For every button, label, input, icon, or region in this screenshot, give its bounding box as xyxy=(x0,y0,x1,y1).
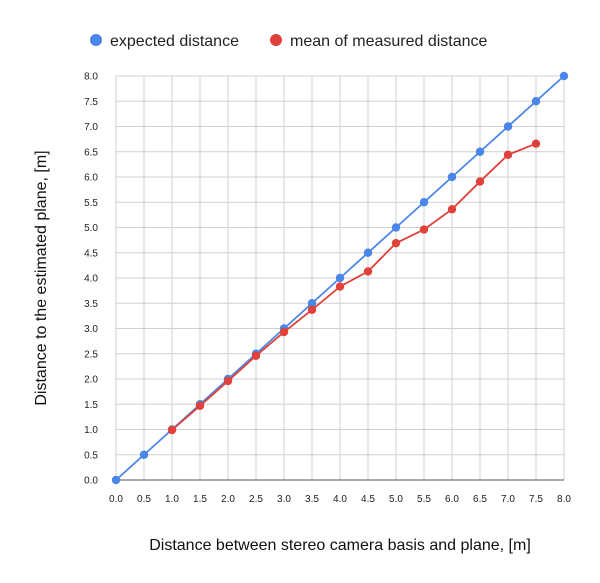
data-point xyxy=(503,150,513,159)
y-tick-label: 8.0 xyxy=(84,72,98,83)
y-tick-label: 2.5 xyxy=(84,349,98,360)
legend-label: expected distance xyxy=(110,33,239,50)
y-tick-label: 0.0 xyxy=(84,476,98,487)
y-tick-label: 7.0 xyxy=(84,122,98,133)
data-point xyxy=(111,475,121,485)
data-point xyxy=(419,198,429,207)
data-point xyxy=(167,425,177,435)
x-tick-label: 5.0 xyxy=(389,494,403,505)
legend-item: mean of measured distance xyxy=(270,33,488,50)
data-point xyxy=(335,273,345,283)
series-layer xyxy=(111,71,569,485)
data-point xyxy=(223,376,233,386)
data-point xyxy=(475,147,485,156)
y-tick-label: 3.5 xyxy=(84,299,98,310)
data-point xyxy=(531,97,541,106)
data-point xyxy=(195,401,205,410)
y-tick-label: 5.5 xyxy=(84,198,98,209)
x-tick-label: 0.5 xyxy=(137,494,151,505)
y-axis-ticks: 0.0 0.5 1.0 1.5 2.0 2.5 3.0 3.5 4.0 4.5 5.0 5.5 6.0 6… xyxy=(84,72,98,487)
data-point xyxy=(419,225,429,234)
x-tick-label: 2.5 xyxy=(249,494,263,505)
data-point xyxy=(139,450,149,459)
data-point xyxy=(307,299,317,308)
x-tick-label: 1.0 xyxy=(165,494,179,505)
y-tick-label: 0.5 xyxy=(84,450,98,461)
legend-marker xyxy=(90,34,102,46)
x-tick-label: 6.5 xyxy=(473,494,487,505)
y-axis-title: Distance to the estimated plane, [m] xyxy=(33,150,50,405)
x-tick-label: 4.5 xyxy=(361,494,375,505)
data-point xyxy=(475,177,485,186)
x-tick-label: 7.0 xyxy=(501,494,515,505)
data-point xyxy=(251,351,261,360)
data-point xyxy=(307,305,317,315)
y-tick-label: 1.0 xyxy=(84,425,98,436)
data-point xyxy=(503,122,513,131)
series-mean-measured-distance xyxy=(167,139,541,435)
data-point xyxy=(531,139,541,148)
data-point xyxy=(559,71,569,81)
data-point xyxy=(363,248,373,257)
x-axis-ticks: 0.0 0.5 1.0 1.5 2.0 2.5 3.0 3.5 4.0 4.5 5.0 5.5 6.0 6… xyxy=(109,494,571,505)
y-tick-label: 6.5 xyxy=(84,147,98,158)
x-tick-label: 7.5 xyxy=(529,494,543,505)
grid-lines xyxy=(115,75,565,481)
x-tick-label: 6.0 xyxy=(445,494,459,505)
series-line xyxy=(171,142,537,431)
legend-item: expected distance xyxy=(90,33,239,50)
data-point xyxy=(447,172,457,182)
data-point xyxy=(391,223,401,232)
y-tick-label: 5.0 xyxy=(84,223,98,234)
y-tick-label: 4.0 xyxy=(84,274,98,285)
x-tick-label: 3.0 xyxy=(277,494,291,505)
y-tick-label: 1.5 xyxy=(84,400,98,411)
x-tick-label: 8.0 xyxy=(557,494,571,505)
data-point xyxy=(391,238,401,248)
y-tick-label: 6.0 xyxy=(84,173,98,184)
y-tick-label: 2.0 xyxy=(84,375,98,386)
data-point xyxy=(279,327,289,337)
legend-label: mean of measured distance xyxy=(290,33,488,50)
x-tick-label: 0.0 xyxy=(109,494,123,505)
x-tick-label: 4.0 xyxy=(333,494,347,505)
y-tick-label: 3.0 xyxy=(84,324,98,335)
data-point xyxy=(363,267,373,276)
y-tick-label: 4.5 xyxy=(84,248,98,259)
x-tick-label: 2.0 xyxy=(221,494,235,505)
x-tick-label: 3.5 xyxy=(305,494,319,505)
legend-marker xyxy=(270,34,282,46)
data-point xyxy=(447,205,457,214)
x-axis-title: Distance between stereo camera basis and… xyxy=(149,537,531,554)
x-tick-label: 5.5 xyxy=(417,494,431,505)
data-point xyxy=(335,282,345,291)
y-tick-label: 7.5 xyxy=(84,97,98,108)
legend: expected distance mean of measured distan… xyxy=(90,33,488,50)
x-tick-label: 1.5 xyxy=(193,494,207,505)
